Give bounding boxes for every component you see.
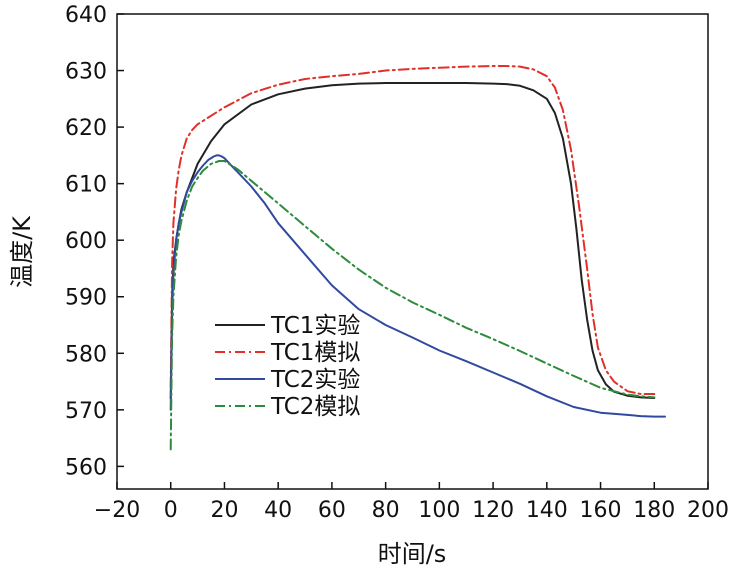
legend-label-2: TC1模拟 bbox=[270, 340, 360, 366]
series-layer bbox=[169, 65, 666, 451]
x-tick-label-9: 160 bbox=[580, 498, 622, 523]
legend-label-3: TC2实验 bbox=[270, 367, 360, 393]
x-tick-label-0: −20 bbox=[94, 498, 140, 523]
series-line-4 bbox=[169, 160, 656, 451]
y-tick-label-8: 640 bbox=[65, 3, 107, 28]
legend-label-4: TC2模拟 bbox=[270, 394, 360, 420]
y-axis-title: 温度/K bbox=[8, 215, 36, 288]
y-tick-label-7: 630 bbox=[65, 60, 107, 85]
plot-frame bbox=[116, 13, 709, 490]
y-tick-label-3: 590 bbox=[65, 286, 107, 311]
y-tick-label-5: 610 bbox=[65, 173, 107, 198]
x-tick-label-11: 200 bbox=[687, 498, 729, 523]
y-tick-label-2: 580 bbox=[65, 342, 107, 367]
x-ticks: −20 0 20 40 60 80 100 120 140 160 180 200 bbox=[94, 482, 729, 523]
series-line-2 bbox=[169, 65, 656, 395]
series-line-3 bbox=[169, 154, 666, 418]
y-tick-label-0: 560 bbox=[65, 455, 107, 480]
y-tick-label-1: 570 bbox=[65, 399, 107, 424]
x-tick-label-7: 120 bbox=[472, 498, 514, 523]
x-axis-title: 时间/s bbox=[378, 540, 447, 568]
x-tick-label-5: 80 bbox=[372, 498, 400, 523]
legend-label-1: TC1实验 bbox=[270, 313, 360, 339]
y-tick-label-6: 620 bbox=[65, 116, 107, 141]
x-tick-label-10: 180 bbox=[633, 498, 675, 523]
x-tick-label-2: 20 bbox=[210, 498, 238, 523]
x-tick-label-8: 140 bbox=[526, 498, 568, 523]
y-ticks: 560 570 580 590 600 610 620 630 640 bbox=[65, 3, 124, 480]
x-tick-label-6: 100 bbox=[418, 498, 460, 523]
x-tick-label-4: 60 bbox=[318, 498, 346, 523]
y-tick-label-4: 600 bbox=[65, 229, 107, 254]
x-tick-label-3: 40 bbox=[264, 498, 292, 523]
x-tick-label-1: 0 bbox=[164, 498, 178, 523]
